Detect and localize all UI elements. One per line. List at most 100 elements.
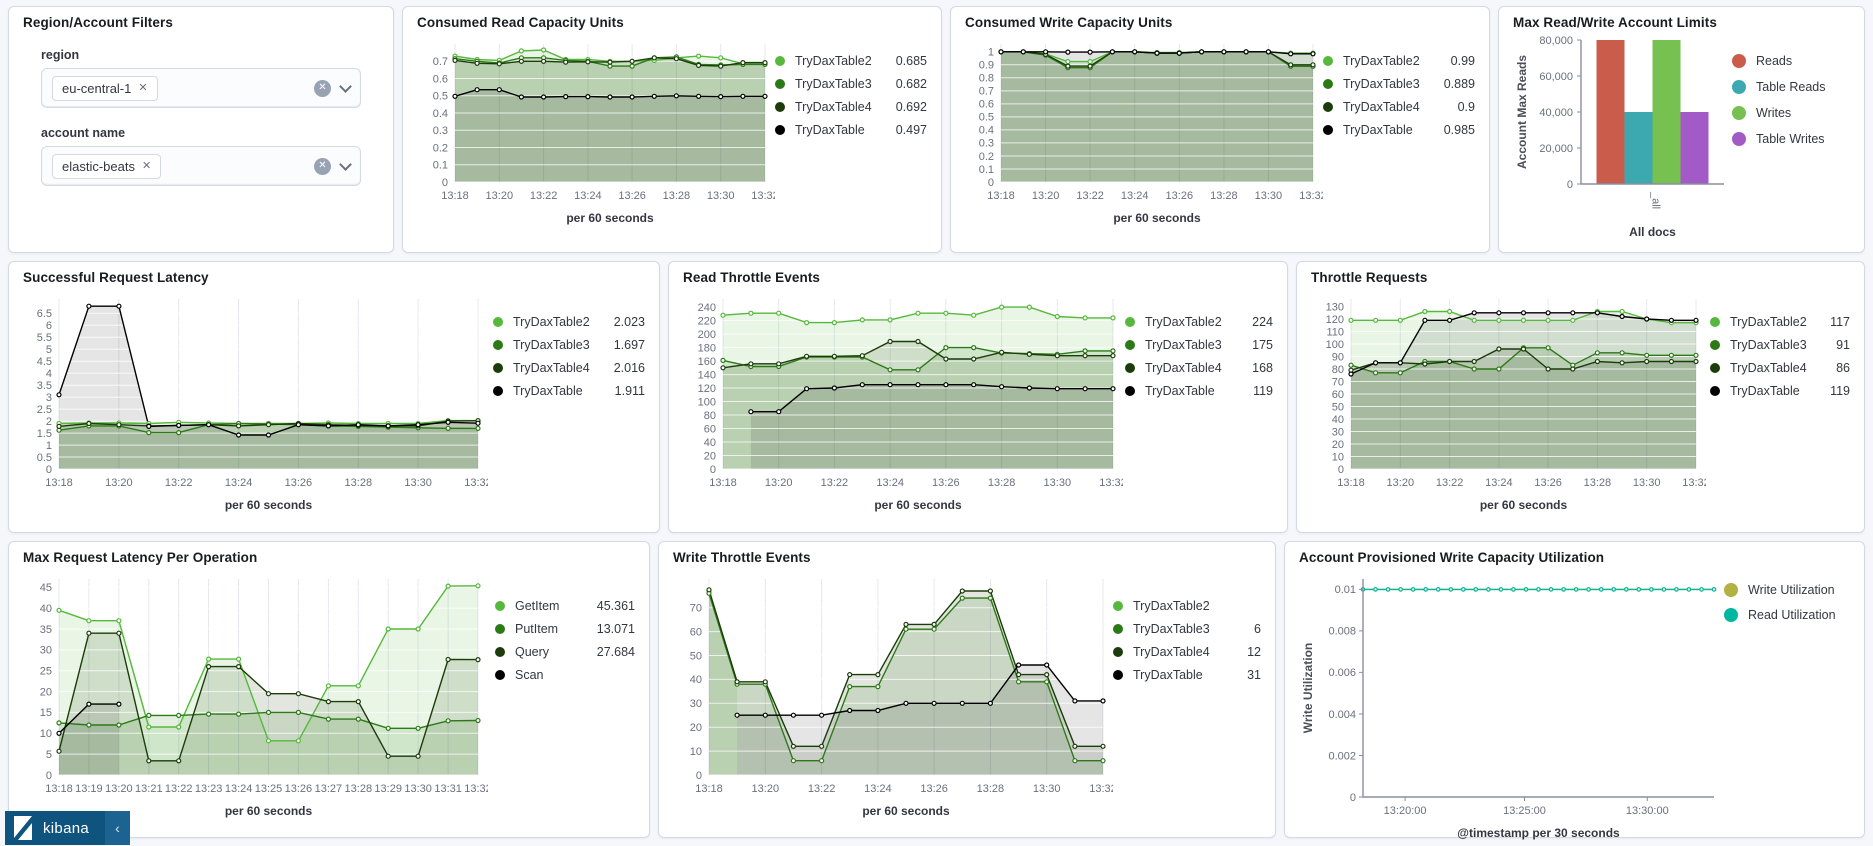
svg-text:13:24: 13:24 bbox=[1121, 190, 1149, 202]
svg-text:110: 110 bbox=[1326, 326, 1344, 338]
panel-title: Region/Account Filters bbox=[23, 15, 173, 30]
collapse-chevron-icon[interactable]: ‹ bbox=[105, 811, 131, 845]
legend-item[interactable]: TryDaxTable3 0.889 bbox=[1323, 77, 1475, 91]
latency-chart[interactable]: 0 0.5 1 1.5 2 2.5 3 3.5 4 4.5 5 5.5 6 6.5 13:18 13:20 13… bbox=[23, 285, 488, 515]
legend-item[interactable]: TryDaxTable2 117 bbox=[1710, 315, 1850, 329]
legend-item[interactable]: TryDaxTable4 168 bbox=[1125, 361, 1273, 375]
svg-text:13:18: 13:18 bbox=[695, 783, 723, 795]
consumed-read-chart[interactable]: 0 0.1 0.2 0.3 0.4 0.5 0.6 0.7 13:18 13:20 13:22 13:… bbox=[417, 30, 775, 228]
svg-text:70: 70 bbox=[1332, 376, 1344, 388]
svg-text:13:24: 13:24 bbox=[225, 477, 253, 489]
legend-item[interactable]: TryDaxTable 0.497 bbox=[775, 123, 927, 137]
legend-item[interactable]: TryDaxTable 0.985 bbox=[1323, 123, 1475, 137]
utilization-legend: Write Utilization Read Utilization bbox=[1724, 583, 1850, 622]
svg-text:13:27: 13:27 bbox=[315, 783, 343, 795]
svg-text:13:26: 13:26 bbox=[285, 477, 313, 489]
legend-item[interactable]: GetItem 45.361 bbox=[495, 599, 635, 613]
account-limits-chart[interactable]: 0 20,000 40,000 60,000 80,000 _all Account Max… bbox=[1513, 30, 1728, 242]
legend-item[interactable]: TryDaxTable3 175 bbox=[1125, 338, 1273, 352]
account-combobox[interactable]: elastic-beats ✕ ✕ bbox=[41, 146, 361, 186]
clear-icon[interactable]: ✕ bbox=[314, 79, 331, 97]
legend-item[interactable]: TryDaxTable2 0.685 bbox=[775, 54, 927, 68]
svg-text:60: 60 bbox=[690, 626, 702, 638]
svg-text:130: 130 bbox=[1326, 301, 1344, 313]
chevron-down-icon[interactable] bbox=[339, 157, 352, 171]
throttle-requests-chart[interactable]: 0 10 20 30 40 50 60 70 80 90 100 110 120 130 13:18 13:2… bbox=[1311, 285, 1706, 515]
utilization-chart[interactable]: 0 0.002 0.004 0.006 0.008 0.01 13:20:00 13:25:0… bbox=[1299, 565, 1724, 843]
legend-label: TryDaxTable bbox=[1145, 384, 1215, 398]
legend-item[interactable]: TryDaxTable4 86 bbox=[1710, 361, 1850, 375]
legend-item[interactable]: TryDaxTable4 0.692 bbox=[775, 100, 927, 114]
write-throttle-chart[interactable]: 0 10 20 30 40 50 60 70 13:18 13:20 13:22 13:24 13:26… bbox=[673, 565, 1113, 821]
legend-item[interactable]: Write Utilization bbox=[1724, 583, 1850, 597]
svg-text:13:30: 13:30 bbox=[404, 783, 432, 795]
legend-item[interactable]: TryDaxTable 1.911 bbox=[493, 384, 645, 398]
svg-text:2.5: 2.5 bbox=[37, 404, 52, 416]
svg-text:All docs: All docs bbox=[1629, 225, 1676, 239]
max-request-chart[interactable]: 0 5 10 15 20 25 30 35 40 45 13:18 13:19 13:20 13:21 13… bbox=[23, 565, 488, 821]
account-chip[interactable]: elastic-beats ✕ bbox=[52, 153, 162, 179]
legend-item[interactable]: TryDaxTable4 2.016 bbox=[493, 361, 645, 375]
panel-title: Throttle Requests bbox=[1311, 270, 1428, 285]
svg-text:13:22: 13:22 bbox=[1076, 190, 1104, 202]
region-label: region bbox=[41, 48, 80, 62]
legend-item[interactable]: Table Reads bbox=[1732, 80, 1850, 94]
svg-text:13:28: 13:28 bbox=[988, 477, 1016, 489]
consumed-write-chart[interactable]: 0 0.1 0.2 0.3 0.4 0.5 0.6 0.7 0.8 0.9 1 13:18 13:20 1… bbox=[965, 30, 1323, 228]
svg-text:70: 70 bbox=[690, 603, 702, 615]
region-combobox[interactable]: eu-central-1 ✕ ✕ bbox=[41, 68, 361, 108]
legend-item[interactable]: Writes bbox=[1732, 106, 1850, 120]
legend-item[interactable]: TryDaxTable2 224 bbox=[1125, 315, 1273, 329]
legend-item[interactable]: Read Utilization bbox=[1724, 608, 1850, 622]
svg-text:13:19: 13:19 bbox=[75, 783, 103, 795]
legend-dot-icon bbox=[1323, 79, 1333, 89]
panel-region-account-filters: Region/Account Filters region eu-central… bbox=[8, 6, 394, 253]
svg-text:100: 100 bbox=[698, 396, 716, 408]
svg-text:13:20: 13:20 bbox=[486, 190, 514, 202]
kibana-logo[interactable]: kibana bbox=[5, 811, 106, 845]
chip-close-icon[interactable]: ✕ bbox=[138, 81, 148, 94]
legend-label: TryDaxTable4 bbox=[1343, 100, 1420, 114]
legend-item[interactable]: TryDaxTable4 12 bbox=[1113, 645, 1261, 659]
svg-text:13:20:00: 13:20:00 bbox=[1384, 805, 1427, 817]
legend-label: Table Reads bbox=[1756, 80, 1826, 94]
legend-dot-icon bbox=[495, 624, 505, 634]
legend-value: 6 bbox=[1254, 622, 1261, 636]
svg-text:13:20: 13:20 bbox=[105, 783, 133, 795]
svg-text:13:30: 13:30 bbox=[707, 190, 735, 202]
legend-item[interactable]: TryDaxTable 31 bbox=[1113, 668, 1261, 682]
legend-item[interactable]: TryDaxTable 119 bbox=[1710, 384, 1850, 398]
legend-item[interactable]: TryDaxTable3 91 bbox=[1710, 338, 1850, 352]
legend-item[interactable]: TryDaxTable 119 bbox=[1125, 384, 1273, 398]
chip-close-icon[interactable]: ✕ bbox=[141, 159, 152, 172]
legend-item[interactable]: TryDaxTable2 bbox=[1113, 599, 1261, 613]
svg-text:0: 0 bbox=[442, 177, 448, 189]
svg-text:0: 0 bbox=[46, 770, 52, 782]
chevron-down-icon[interactable] bbox=[339, 79, 352, 93]
legend-item[interactable]: TryDaxTable4 0.9 bbox=[1323, 100, 1475, 114]
legend-item[interactable]: Query 27.684 bbox=[495, 645, 635, 659]
legend-item[interactable]: PutItem 13.071 bbox=[495, 622, 635, 636]
legend-label: TryDaxTable4 bbox=[1730, 361, 1807, 375]
legend-item[interactable]: TryDaxTable3 0.682 bbox=[775, 77, 927, 91]
legend-dot-icon bbox=[493, 317, 503, 327]
legend-item[interactable]: Reads bbox=[1732, 54, 1850, 68]
legend-dot-icon bbox=[493, 340, 503, 350]
svg-text:15: 15 bbox=[40, 707, 52, 719]
read-throttle-chart[interactable]: 0 20 40 60 80 100 120 140 160 180 200 220 240 13:18 13… bbox=[683, 285, 1123, 515]
legend-label: Query bbox=[515, 645, 550, 659]
legend-item[interactable]: TryDaxTable3 1.697 bbox=[493, 338, 645, 352]
region-chip[interactable]: eu-central-1 ✕ bbox=[52, 75, 158, 101]
legend-item[interactable]: TryDaxTable2 0.99 bbox=[1323, 54, 1475, 68]
svg-text:13:29: 13:29 bbox=[374, 783, 402, 795]
legend-item[interactable]: Scan bbox=[495, 668, 635, 682]
clear-icon[interactable]: ✕ bbox=[314, 157, 331, 175]
legend-item[interactable]: TryDaxTable3 6 bbox=[1113, 622, 1261, 636]
legend-label: TryDaxTable bbox=[1730, 384, 1800, 398]
svg-text:per 60 seconds: per 60 seconds bbox=[225, 804, 313, 818]
svg-text:45: 45 bbox=[40, 582, 52, 594]
panel-max-request: Max Request Latency Per Operation 0 5 10 15… bbox=[8, 541, 650, 838]
svg-text:60: 60 bbox=[704, 423, 716, 435]
legend-item[interactable]: Table Writes bbox=[1732, 132, 1850, 146]
legend-item[interactable]: TryDaxTable2 2.023 bbox=[493, 315, 645, 329]
